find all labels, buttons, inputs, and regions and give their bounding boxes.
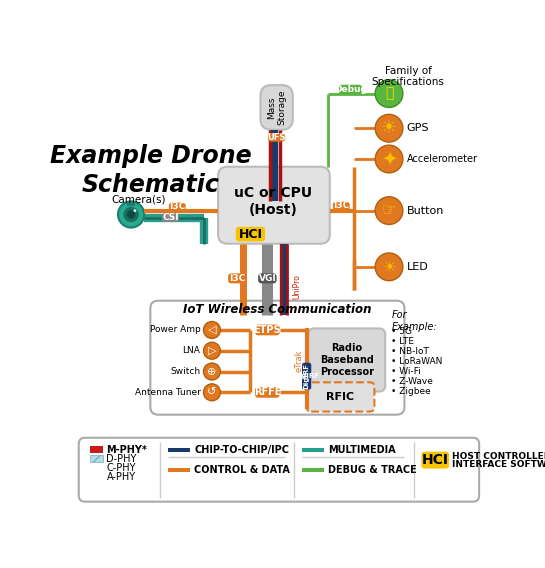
FancyBboxPatch shape — [78, 438, 479, 502]
FancyBboxPatch shape — [339, 85, 362, 95]
Circle shape — [375, 145, 403, 173]
Bar — [89, 446, 104, 453]
Circle shape — [375, 80, 403, 107]
Text: • Z-Wave: • Z-Wave — [391, 377, 433, 386]
Text: C-PHY: C-PHY — [106, 463, 136, 473]
Circle shape — [134, 209, 136, 212]
Text: Debug: Debug — [334, 85, 367, 94]
Text: UFS: UFS — [268, 133, 286, 142]
FancyBboxPatch shape — [255, 387, 280, 398]
FancyBboxPatch shape — [162, 214, 179, 222]
Bar — [168, 468, 190, 473]
Text: GPS: GPS — [407, 123, 429, 133]
Circle shape — [375, 253, 403, 281]
Text: I3C: I3C — [169, 202, 185, 211]
Text: ⎍: ⎍ — [385, 86, 393, 101]
Text: Example Drone
Schematic: Example Drone Schematic — [50, 144, 251, 197]
Text: Family of
Specifications: Family of Specifications — [372, 66, 445, 87]
Text: • Wi-Fi: • Wi-Fi — [391, 367, 421, 376]
Text: DEBUG & TRACE: DEBUG & TRACE — [328, 465, 417, 475]
Text: ⊕: ⊕ — [207, 366, 216, 377]
Text: I3C: I3C — [333, 202, 349, 211]
Text: ✦: ✦ — [381, 149, 397, 169]
Text: eTrak: eTrak — [294, 349, 304, 372]
Text: ↺: ↺ — [207, 387, 216, 398]
Text: IoT Wireless Communication: IoT Wireless Communication — [183, 303, 372, 316]
Text: RFIC: RFIC — [326, 392, 355, 402]
Circle shape — [127, 210, 135, 219]
Text: HCI: HCI — [239, 228, 263, 241]
Circle shape — [123, 207, 139, 222]
Text: ☞: ☞ — [382, 202, 396, 220]
FancyBboxPatch shape — [228, 273, 246, 283]
Text: ▷: ▷ — [208, 346, 216, 356]
FancyBboxPatch shape — [421, 452, 449, 469]
Bar — [168, 448, 190, 452]
Text: Radio
Baseband
Processor: Radio Baseband Processor — [320, 343, 374, 377]
FancyBboxPatch shape — [302, 363, 311, 390]
Text: Button: Button — [407, 206, 444, 216]
FancyBboxPatch shape — [258, 273, 277, 283]
FancyBboxPatch shape — [268, 133, 285, 141]
Text: Power Amp: Power Amp — [150, 325, 201, 335]
Text: • LTE: • LTE — [391, 337, 414, 346]
Text: Camera(s): Camera(s) — [112, 195, 166, 205]
FancyBboxPatch shape — [218, 167, 330, 244]
Circle shape — [203, 384, 220, 401]
Text: DigiRF: DigiRF — [294, 373, 320, 379]
Text: ☀: ☀ — [381, 119, 397, 137]
Bar — [302, 468, 324, 473]
Circle shape — [375, 197, 403, 224]
Text: Mass
Storage: Mass Storage — [267, 90, 286, 125]
Text: ◁: ◁ — [208, 325, 216, 335]
FancyBboxPatch shape — [333, 202, 350, 210]
Text: D-PHY: D-PHY — [106, 454, 137, 464]
Text: HOST CONTROLLER: HOST CONTROLLER — [452, 452, 545, 461]
Circle shape — [375, 114, 403, 142]
Text: uC or CPU
(Host): uC or CPU (Host) — [234, 186, 313, 217]
Text: CONTROL & DATA: CONTROL & DATA — [194, 465, 290, 475]
Text: RFFE: RFFE — [253, 387, 281, 398]
Text: INTERFACE SOFTWARE: INTERFACE SOFTWARE — [452, 460, 545, 469]
Circle shape — [203, 343, 220, 359]
Text: HCI: HCI — [422, 453, 449, 467]
FancyBboxPatch shape — [308, 328, 385, 391]
Text: CHIP-TO-CHIP/IPC: CHIP-TO-CHIP/IPC — [194, 445, 289, 455]
Text: UniPro: UniPro — [293, 274, 302, 299]
Bar — [127, 202, 135, 206]
Text: MULTIMEDIA: MULTIMEDIA — [328, 445, 396, 455]
Text: Switch: Switch — [170, 367, 201, 376]
Circle shape — [203, 321, 220, 339]
Text: ETPS: ETPS — [253, 325, 281, 335]
Text: For
Example:: For Example: — [391, 310, 437, 332]
Bar — [302, 448, 324, 452]
Text: CSI: CSI — [162, 213, 179, 222]
FancyBboxPatch shape — [255, 324, 280, 335]
Text: LED: LED — [407, 262, 428, 272]
Circle shape — [203, 363, 220, 380]
Text: ☀: ☀ — [382, 260, 396, 274]
Text: • Zigbee: • Zigbee — [391, 387, 431, 396]
Text: LNA: LNA — [183, 346, 201, 355]
FancyBboxPatch shape — [261, 85, 293, 130]
Text: M-PHY*: M-PHY* — [106, 445, 147, 455]
Text: Accelerometer: Accelerometer — [407, 154, 478, 164]
Text: I3C: I3C — [229, 274, 245, 283]
Text: • NB-IoT: • NB-IoT — [391, 347, 429, 356]
FancyBboxPatch shape — [89, 456, 104, 462]
FancyBboxPatch shape — [169, 203, 186, 211]
Text: Antenna Tuner: Antenna Tuner — [135, 388, 201, 397]
Text: • LoRaWAN: • LoRaWAN — [391, 357, 443, 366]
Text: VGI: VGI — [258, 274, 276, 283]
FancyBboxPatch shape — [236, 227, 265, 241]
Text: DigiRF: DigiRF — [304, 363, 310, 389]
FancyBboxPatch shape — [150, 300, 404, 415]
Circle shape — [118, 202, 144, 228]
FancyBboxPatch shape — [307, 382, 374, 412]
Text: • 5G: • 5G — [391, 327, 413, 336]
Text: A-PHY: A-PHY — [106, 472, 136, 482]
